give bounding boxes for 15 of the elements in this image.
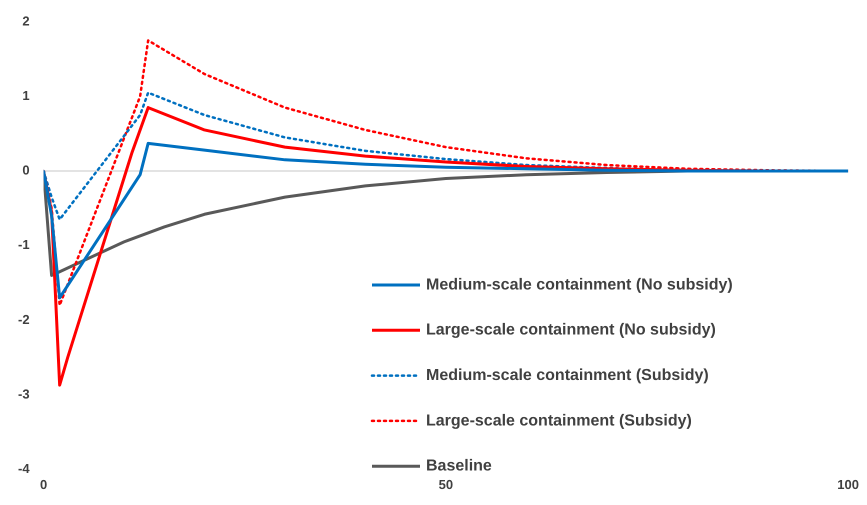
y-tick-label: 2	[22, 13, 30, 28]
legend-label: Baseline	[426, 458, 492, 475]
legend-label: Large-scale containment (Subsidy)	[426, 412, 692, 430]
x-tick-label: 0	[40, 476, 48, 492]
legend-label: Medium-scale containment (Subsidy)	[426, 367, 709, 384]
y-tick-label: 1	[22, 88, 30, 103]
legend-label: Medium-scale containment (No subsidy)	[426, 276, 733, 294]
y-tick-label: -2	[18, 312, 30, 327]
y-tick-label: -4	[18, 460, 30, 476]
y-tick-label: 0	[22, 162, 30, 178]
legend-label: Large-scale containment (No subsidy)	[426, 322, 716, 339]
x-tick-label: 50	[438, 476, 454, 492]
x-tick-label: 100	[837, 476, 860, 492]
y-tick-label: -1	[18, 237, 30, 252]
y-tick-label: -3	[18, 386, 30, 402]
